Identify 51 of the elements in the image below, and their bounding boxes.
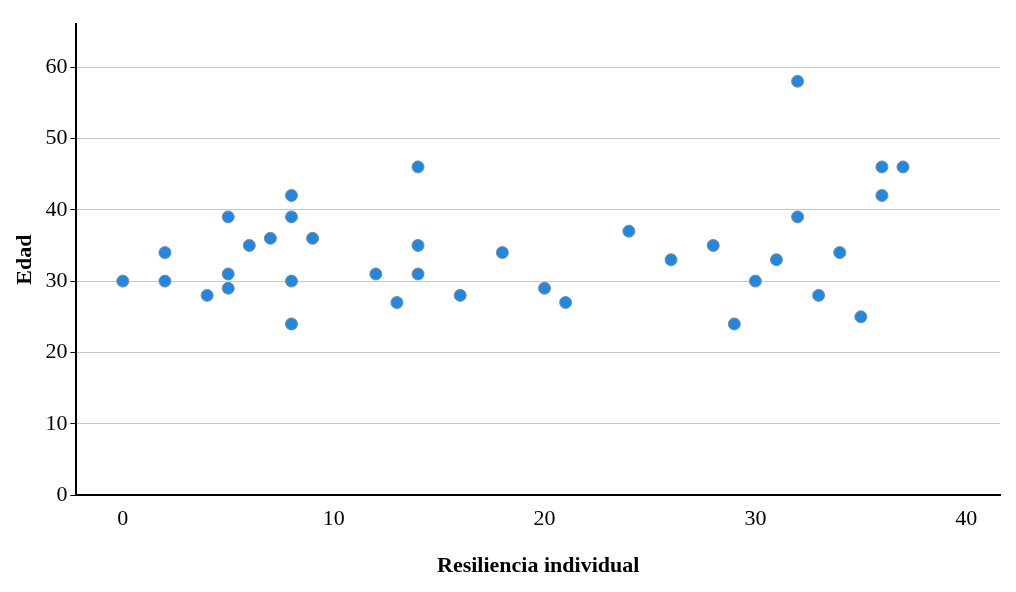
- point: [284, 210, 298, 224]
- point: [727, 317, 741, 331]
- point: [411, 267, 425, 281]
- point: [158, 274, 172, 288]
- point: [306, 231, 320, 245]
- point: [622, 224, 636, 238]
- point: [369, 267, 383, 281]
- point: [158, 246, 172, 260]
- x-tick-label: 0: [117, 505, 129, 531]
- point: [706, 238, 720, 252]
- point: [263, 231, 277, 245]
- y-tick-label: 10: [45, 409, 68, 435]
- point: [242, 238, 256, 252]
- point: [664, 253, 678, 267]
- y-tick-label: 60: [45, 52, 68, 78]
- point: [875, 160, 889, 174]
- x-tick-label: 30: [744, 505, 767, 531]
- point: [390, 296, 404, 310]
- point: [495, 246, 509, 260]
- point: [411, 238, 425, 252]
- point: [284, 274, 298, 288]
- point: [221, 281, 235, 295]
- point: [748, 274, 762, 288]
- point: [284, 188, 298, 202]
- point: [284, 317, 298, 331]
- point: [221, 267, 235, 281]
- point: [116, 274, 130, 288]
- y-tick-label: 40: [45, 195, 68, 221]
- point: [833, 246, 847, 260]
- point: [453, 288, 467, 302]
- point: [221, 210, 235, 224]
- point: [791, 210, 805, 224]
- y-axis-title: Edad: [10, 234, 36, 285]
- y-tick-label: 0: [56, 480, 68, 506]
- x-tick-label: 40: [955, 505, 978, 531]
- point: [538, 281, 552, 295]
- point: [812, 288, 826, 302]
- y-tick-label: 30: [45, 266, 68, 292]
- x-tick-label: 20: [533, 505, 556, 531]
- x-axis-title: Resiliencia individual: [437, 552, 640, 578]
- y-tick-label: 50: [45, 124, 68, 150]
- point: [200, 288, 214, 302]
- point: [411, 160, 425, 174]
- x-tick-label: 10: [322, 505, 345, 531]
- point: [559, 296, 573, 310]
- y-tick-label: 20: [45, 338, 68, 364]
- point: [896, 160, 910, 174]
- point: [854, 310, 868, 324]
- point: [875, 188, 889, 202]
- point: [791, 74, 805, 88]
- point: [769, 253, 783, 267]
